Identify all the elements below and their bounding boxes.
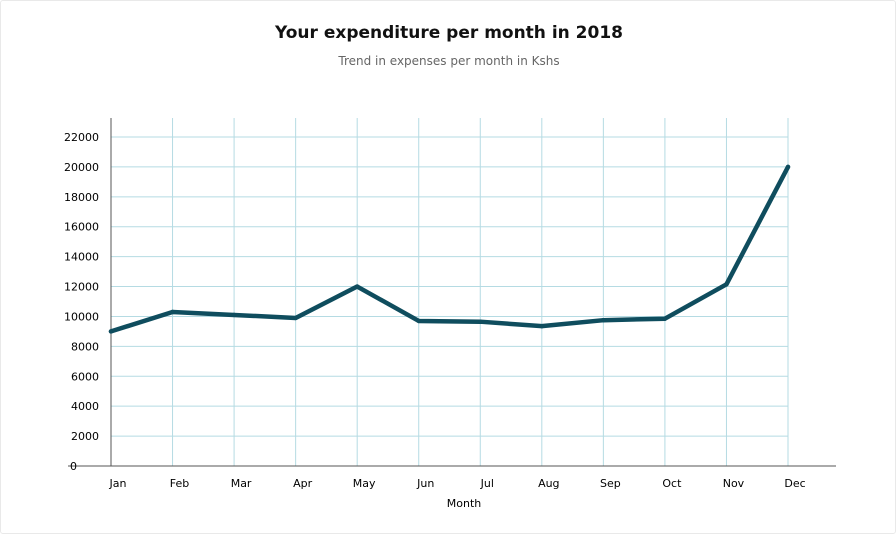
- y-tick-label: 6000: [71, 370, 99, 383]
- x-tick-label: Mar: [231, 477, 252, 490]
- y-axis-ticks: 0 2000 4000 6000 8000 10000 12000 14000 16000 180…: [64, 131, 99, 473]
- x-tick-label: Jul: [480, 477, 494, 490]
- data-point: [416, 318, 421, 324]
- grid-lines: [110, 118, 789, 466]
- data-point: [478, 319, 483, 324]
- y-tick-label: 10000: [64, 310, 99, 323]
- x-tick-label: May: [353, 477, 376, 490]
- y-tick-label: 2000: [71, 430, 99, 443]
- y-tick-label: 16000: [64, 221, 99, 234]
- y-tick-label: 22000: [64, 131, 99, 144]
- y-tick-label: 18000: [64, 191, 99, 204]
- data-point: [724, 282, 729, 287]
- x-tick-label: Dec: [784, 477, 805, 490]
- data-point: [231, 312, 237, 318]
- data-point: [170, 309, 175, 315]
- data-point: [785, 164, 791, 170]
- series-line: [108, 164, 791, 334]
- y-tick-label: 4000: [71, 400, 99, 413]
- data-point: [539, 323, 545, 329]
- x-tick-label: Apr: [293, 477, 313, 490]
- y-tick-label: 0: [70, 460, 77, 473]
- chart-title: Your expenditure per month in 2018: [275, 23, 623, 43]
- y-tick-label: 14000: [64, 251, 99, 264]
- x-tick-label: Jan: [109, 477, 127, 490]
- y-tick-label: 12000: [64, 281, 99, 294]
- axes: [68, 118, 836, 467]
- x-tick-label: Nov: [723, 477, 745, 490]
- chart-subtitle: Trend in expenses per month in Kshs: [338, 54, 560, 68]
- x-axis-ticks: Jan Feb Mar Apr May Jun Jul Aug Sep Oct Nov Dec: [109, 477, 806, 490]
- data-point: [108, 329, 114, 334]
- x-tick-label: Aug: [538, 477, 559, 490]
- series-group: [108, 164, 791, 334]
- x-tick-label: Feb: [170, 477, 189, 490]
- y-tick-label: 8000: [71, 340, 99, 353]
- x-tick-label: Sep: [600, 477, 621, 490]
- data-point: [601, 317, 606, 323]
- y-tick-label: 20000: [64, 161, 99, 174]
- x-axis-title: Month: [447, 497, 482, 510]
- x-tick-label: Jun: [416, 477, 434, 490]
- data-point: [662, 316, 668, 321]
- data-point: [293, 315, 298, 321]
- x-tick-label: Oct: [662, 477, 682, 490]
- data-point: [354, 284, 360, 289]
